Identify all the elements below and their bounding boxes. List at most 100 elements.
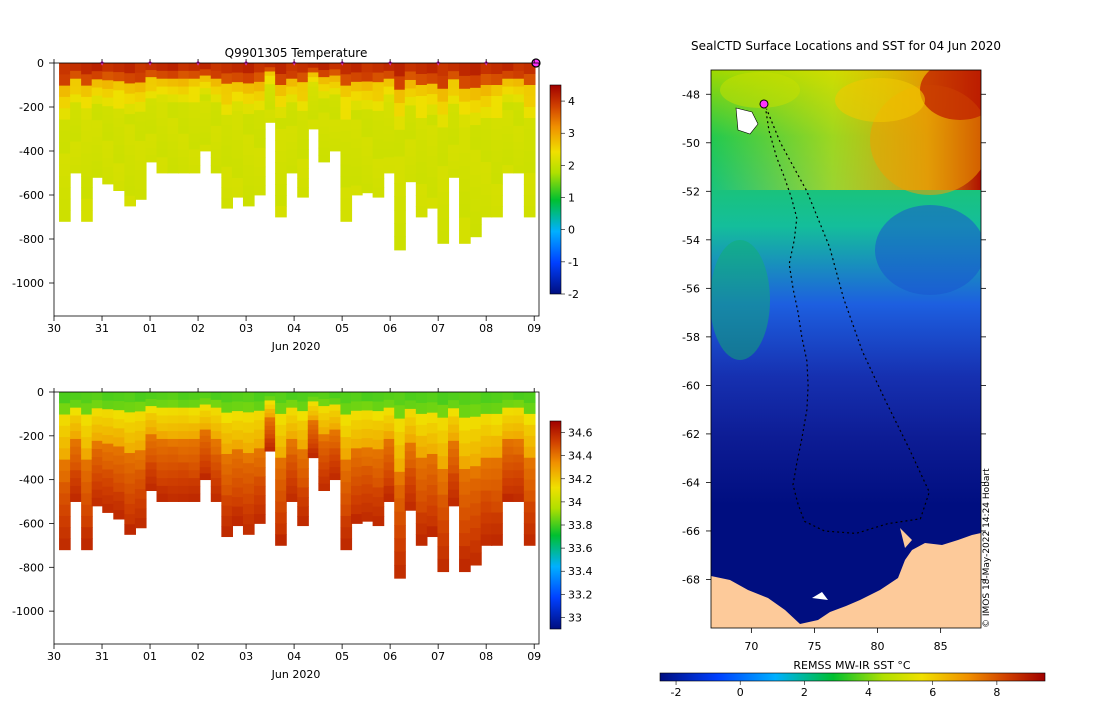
profile-cell (264, 396, 277, 401)
profile-cell (470, 552, 482, 566)
profile-cell (59, 210, 71, 222)
profile-cell (167, 399, 180, 409)
profile-cell (470, 100, 482, 114)
profile-cell (231, 110, 244, 121)
profile-cell (502, 78, 514, 87)
profile-cell (491, 74, 503, 86)
profile-cell (145, 70, 158, 78)
colorbar-tick-label: 33.6 (568, 542, 593, 555)
profile-cell (415, 446, 428, 459)
profile-cell (351, 138, 363, 149)
x-tick-label: 03 (239, 650, 253, 663)
profile-cell (210, 478, 223, 487)
profile-cell (394, 89, 406, 104)
profile-cell (404, 425, 417, 435)
profile-cell (415, 129, 428, 141)
y-axis: 0 -200 -400 -600 -800 -1000 (12, 57, 54, 290)
profile-cell (102, 166, 114, 176)
profile-cell (210, 415, 223, 424)
profile-cell (448, 432, 460, 442)
profile-cell (318, 392, 330, 400)
profile-cell (470, 416, 482, 430)
profile-cell (70, 470, 82, 479)
profile-cell (502, 462, 514, 471)
profile-cell (513, 102, 525, 111)
profile-cell (210, 165, 223, 174)
profile-cell (513, 70, 525, 80)
profile-cell (394, 485, 406, 499)
profile-cell (124, 93, 136, 105)
profile-cell (361, 493, 374, 504)
profile-cell (286, 78, 298, 87)
profile-cell (91, 79, 104, 88)
profile-cell (513, 149, 525, 158)
profile-cell (307, 63, 320, 69)
profile-cell (124, 432, 136, 444)
profile-cell (491, 151, 503, 163)
profile-cell (113, 72, 125, 82)
profile-cell (491, 490, 503, 502)
profile-cell (415, 206, 428, 218)
profile-cell (156, 446, 169, 456)
colorbar-tick-label: 0 (737, 686, 744, 699)
profile-cell (404, 400, 417, 410)
profile-cell (242, 134, 255, 146)
profile-cell (188, 462, 201, 471)
profile-cell (156, 407, 169, 416)
profile-cell (286, 110, 298, 119)
profile-cell (102, 469, 114, 479)
sample-marker: ✦ (146, 59, 154, 69)
profile-cell (188, 493, 201, 502)
profile-cell (286, 493, 298, 502)
profile-cell (178, 133, 190, 142)
profile-cell (102, 123, 114, 133)
profile-cell (124, 195, 136, 207)
profile-cell (242, 432, 255, 444)
profile-cell (286, 415, 298, 424)
profile-cell (523, 118, 536, 130)
profile-cell (351, 476, 363, 487)
profile-cell (383, 478, 396, 487)
profile-cell (70, 102, 82, 111)
profile-cell (221, 453, 233, 465)
profile-cell (404, 88, 417, 98)
profile-cell (156, 133, 169, 142)
profile-cell (361, 447, 374, 458)
profile-cell (70, 70, 82, 80)
profile-cell (254, 91, 266, 102)
profile-cell (231, 91, 244, 102)
profile-cell (81, 459, 93, 472)
profile-cell (254, 401, 266, 412)
profile-cell (178, 493, 190, 502)
profile-cell (113, 500, 125, 511)
profile-cell (113, 446, 125, 456)
profile-cell (480, 151, 493, 163)
profile-cell (91, 473, 104, 482)
profile-cell (437, 392, 450, 406)
profile-cell (124, 473, 136, 484)
profile-cell (156, 493, 169, 502)
profile-cell (124, 134, 136, 146)
profile-cell (124, 144, 136, 156)
profile-cell (102, 106, 114, 116)
profile-cell (134, 411, 147, 422)
profile-cell (448, 416, 460, 425)
profile-cell (448, 103, 460, 113)
profile-cell (448, 489, 460, 499)
profile-cell (307, 401, 320, 407)
profile-cell (81, 119, 93, 132)
profile-cell (254, 429, 266, 440)
profile-cell (81, 198, 93, 211)
profile-cell (394, 143, 406, 157)
profile-cell (470, 540, 482, 554)
profile-cell (329, 69, 342, 76)
profile-cell (491, 206, 503, 218)
profile-cell (329, 75, 342, 83)
profile-cell (437, 114, 450, 128)
profile-cell (394, 103, 406, 117)
profile-cell (134, 498, 147, 509)
profile-cell (134, 63, 147, 74)
profile-cell (91, 392, 104, 401)
profile-cell (199, 398, 212, 405)
profile-cell (70, 94, 82, 103)
